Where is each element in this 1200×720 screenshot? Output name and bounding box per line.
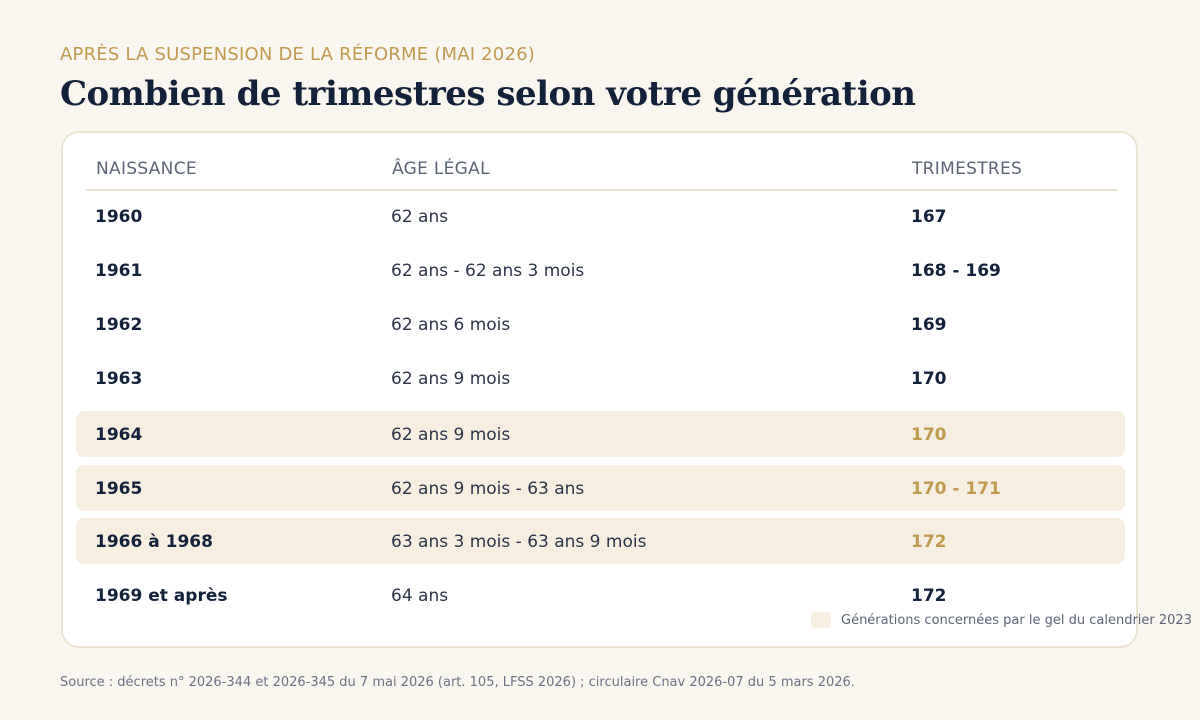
table-row: 1962 62 ans 6 mois 169 — [76, 301, 1125, 347]
table-row: 1965 62 ans 9 mois - 63 ans 170 - 171 — [76, 465, 1125, 511]
table-card: NAISSANCE ÂGE LÉGAL TRIMESTRES 1960 62 a… — [61, 131, 1192, 648]
cell-naissance: 1964 — [95, 425, 143, 445]
cell-age: 63 ans 3 mois - 63 ans 9 mois — [391, 532, 647, 552]
cell-trimestres: 172 — [911, 532, 947, 552]
cell-age: 62 ans 6 mois — [391, 315, 511, 335]
cell-trimestres: 170 - 171 — [911, 479, 1001, 499]
cell-age: 62 ans 9 mois — [391, 425, 511, 445]
table-row: 1960 62 ans 167 — [76, 193, 1125, 239]
column-header-age: ÂGE LÉGAL — [392, 159, 490, 179]
cell-trimestres: 170 — [911, 369, 947, 389]
cell-trimestres: 172 — [911, 586, 947, 606]
table-row: 1966 à 1968 63 ans 3 mois - 63 ans 9 moi… — [76, 518, 1125, 564]
table-row: 1969 et après 64 ans 172 — [76, 572, 1125, 618]
cell-age: 62 ans — [391, 207, 449, 227]
cell-trimestres: 168 - 169 — [911, 261, 1001, 281]
column-header-trimestres: TRIMESTRES — [912, 159, 1023, 179]
cell-age: 62 ans 9 mois — [391, 369, 511, 389]
cell-naissance: 1960 — [95, 207, 143, 227]
cell-trimestres: 170 — [911, 425, 947, 445]
cell-trimestres: 167 — [911, 207, 947, 227]
kicker: APRÈS LA SUSPENSION DE LA RÉFORME (MAI 2… — [60, 44, 535, 65]
cell-naissance: 1962 — [95, 315, 143, 335]
table-row: 1964 62 ans 9 mois 170 — [76, 411, 1125, 457]
cell-naissance: 1963 — [95, 369, 143, 389]
page-title: Combien de trimestres selon votre généra… — [60, 74, 916, 114]
table-header: NAISSANCE ÂGE LÉGAL TRIMESTRES — [86, 133, 1117, 191]
cell-age: 62 ans 9 mois - 63 ans — [391, 479, 585, 499]
source-note: Source : décrets n° 2026-344 et 2026-345… — [60, 675, 855, 690]
legend-swatch — [811, 612, 831, 628]
cell-age: 64 ans — [391, 586, 449, 606]
legend-text: Générations concernées par le gel du cal… — [841, 612, 1192, 628]
cell-naissance: 1961 — [95, 261, 143, 281]
cell-naissance: 1966 à 1968 — [95, 532, 213, 552]
cell-age: 62 ans - 62 ans 3 mois — [391, 261, 585, 281]
legend: Générations concernées par le gel du cal… — [811, 612, 1192, 628]
cell-naissance: 1969 et après — [95, 586, 228, 606]
table-row: 1961 62 ans - 62 ans 3 mois 168 - 169 — [76, 247, 1125, 293]
table-row: 1963 62 ans 9 mois 170 — [76, 355, 1125, 401]
cell-trimestres: 169 — [911, 315, 947, 335]
cell-naissance: 1965 — [95, 479, 143, 499]
column-header-naissance: NAISSANCE — [96, 159, 197, 179]
